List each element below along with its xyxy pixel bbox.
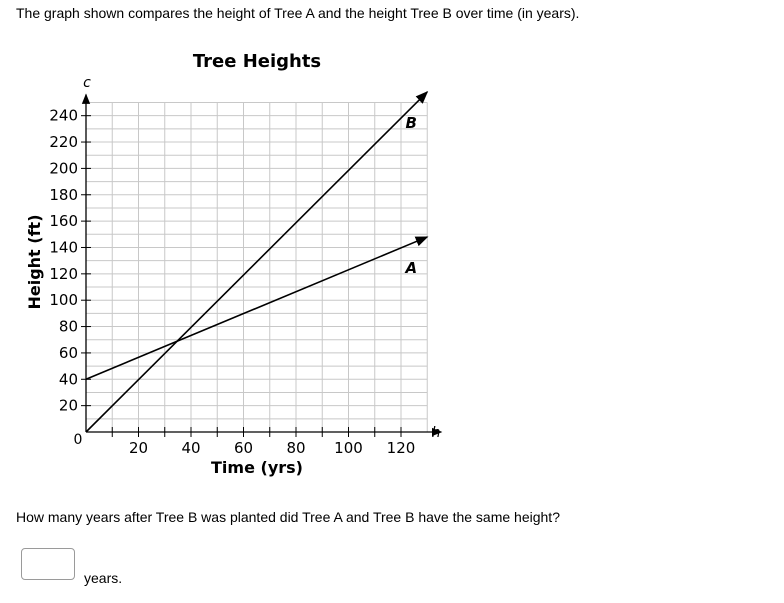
y-tick-label: 120 <box>49 265 78 283</box>
answer-input[interactable] <box>21 548 75 580</box>
y-tick-label: 140 <box>49 238 78 256</box>
x-tick-label: 100 <box>334 439 363 457</box>
series-label-a: A <box>404 259 417 277</box>
y-tick-label: 80 <box>59 318 78 336</box>
chart-title: Tree Heights <box>193 51 321 72</box>
grid <box>86 102 428 432</box>
x-axis-label: Time (yrs) <box>211 458 303 477</box>
x-axis-variable: h <box>432 425 441 441</box>
y-tick-label: 220 <box>49 133 78 151</box>
series-line-b <box>85 91 429 433</box>
y-tick-label: 40 <box>59 370 78 388</box>
tree-heights-chart: Tree Heights AB 20 40 60 80 100 1202040608010… <box>25 51 443 477</box>
y-axis-label: Height (ft) <box>25 214 44 309</box>
answer-unit: years. <box>84 570 123 586</box>
y-tick-label: 180 <box>49 186 78 204</box>
series-label-b: B <box>406 114 417 132</box>
x-tick-label: 80 <box>286 439 305 457</box>
y-tick-label: 160 <box>49 212 78 230</box>
y-tick-label: 200 <box>49 159 78 177</box>
y-tick-label: 240 <box>49 107 78 125</box>
y-axis-variable: c <box>83 75 91 91</box>
question-text: How many years after Tree B was planted … <box>16 509 560 525</box>
x-tick-label: 20 <box>129 439 148 457</box>
origin-label: 0 <box>74 432 83 448</box>
y-tick-label: 60 <box>59 344 78 362</box>
series: AB <box>85 91 429 433</box>
tick-labels: 20 40 60 80 100 120 20 40 60 80 100 120 140 160 180 200… <box>49 107 415 457</box>
y-tick-label: 20 <box>59 397 78 415</box>
problem-prompt: The graph shown compares the height of T… <box>16 5 580 21</box>
y-tick-label: 100 <box>49 291 78 309</box>
x-tick-label: 120 <box>387 439 416 457</box>
x-tick-label: 60 <box>234 439 253 457</box>
x-tick-label: 40 <box>181 439 200 457</box>
axes <box>81 93 443 437</box>
series-line-a <box>85 236 429 381</box>
